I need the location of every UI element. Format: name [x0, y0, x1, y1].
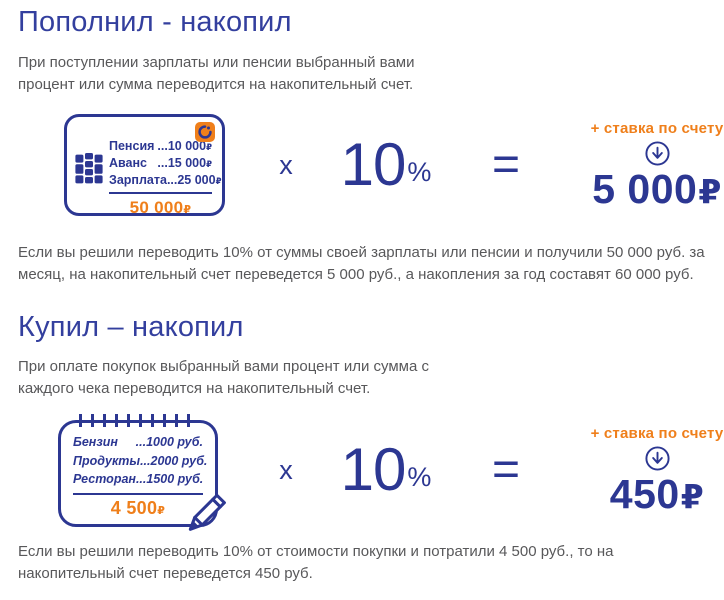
result-amount: 5 000₽	[592, 165, 722, 212]
receipt-illustration: Бензин ...1000 руб. Продукты ...2000 руб…	[18, 413, 233, 531]
pencil-icon	[181, 478, 237, 534]
multiply-operator: x	[279, 454, 293, 485]
arrow-down-circle-icon	[644, 445, 671, 472]
ruble-sign: ₽	[183, 204, 192, 217]
equals-operator: =	[491, 138, 521, 192]
card-total-divider	[109, 192, 212, 195]
percent-value: 10 %	[336, 436, 436, 504]
bank-logo-icon	[195, 122, 215, 143]
purchase-label: Бензин	[73, 434, 118, 449]
income-label: Пенсия	[109, 139, 155, 154]
ruble-sign: ₽	[206, 142, 212, 153]
savings-result: + ставка по счету 450₽	[566, 425, 724, 516]
card-income-row: Зарплата ...25 000₽	[109, 172, 222, 189]
section2-intro: При оплате покупок выбранный вами процен…	[18, 357, 429, 397]
ruble-sign: ₽	[680, 477, 705, 515]
section1-intro: При поступлении зарплаты или пенсии выбр…	[18, 54, 415, 94]
purchase-value: ...2000 руб.	[140, 453, 208, 468]
income-value: ...15 000₽	[157, 156, 212, 171]
bank-card: Пенсия ...10 000₽ Аванс ...15 000₽ Зарпл…	[64, 114, 225, 218]
purchase-value: ...1500 руб.	[135, 472, 204, 487]
receipt-row: Ресторан ...1500 руб.	[73, 470, 203, 489]
receipt-row: Бензин ...1000 руб.	[73, 433, 203, 452]
receipt-total-divider	[73, 493, 203, 496]
ruble-sign: ₽	[215, 176, 222, 187]
ruble-sign: ₽	[157, 505, 166, 518]
multiply-operator: x	[279, 149, 293, 180]
rate-bonus-label: + ставка по счету	[590, 424, 724, 442]
section2-title: Купил – накопил	[18, 310, 244, 343]
card-chip-icon	[75, 153, 103, 185]
section2-note: Если вы решили переводить 10% от стоимос…	[18, 542, 614, 583]
spiral-binding-icon	[79, 413, 197, 427]
result-amount: 450₽	[609, 470, 705, 517]
ruble-sign: ₽	[206, 159, 212, 170]
income-label: Аванс	[109, 156, 148, 171]
card-income-list: Пенсия ...10 000₽ Аванс ...15 000₽ Зарпл…	[109, 138, 222, 218]
card-income-row: Аванс ...15 000₽	[109, 155, 212, 172]
section1-note: Если вы решили переводить 10% от суммы с…	[18, 244, 705, 284]
section1-title: Пополнил - накопил	[18, 6, 292, 38]
receipt: Бензин ...1000 руб. Продукты ...2000 руб…	[58, 419, 226, 531]
purchase-label: Продукты	[73, 453, 141, 468]
percent-number: 10	[340, 131, 407, 199]
percent-sign: %	[407, 462, 432, 493]
percent-number: 10	[340, 436, 407, 504]
salary-calculation-row: Пенсия ...10 000₽ Аванс ...15 000₽ Зарпл…	[18, 114, 723, 218]
income-value: ...10 000₽	[157, 139, 212, 154]
receipt-row: Продукты ...2000 руб.	[73, 452, 207, 471]
ruble-sign: ₽	[698, 172, 722, 210]
rate-bonus-label: + ставка по счету	[590, 119, 724, 137]
purchase-label: Ресторан	[73, 472, 136, 487]
savings-result: + ставка по счету 5 000₽	[566, 120, 724, 211]
percent-value: 10 %	[336, 131, 436, 199]
percent-sign: %	[407, 157, 432, 188]
card-income-row: Пенсия ...10 000₽	[109, 138, 212, 155]
bank-card-illustration: Пенсия ...10 000₽ Аванс ...15 000₽ Зарпл…	[18, 114, 233, 218]
arrow-down-circle-icon	[644, 140, 671, 167]
purchase-calculation-row: Бензин ...1000 руб. Продукты ...2000 руб…	[18, 413, 723, 531]
card-total-amount: 50 000₽	[129, 198, 192, 218]
receipt-total-amount: 4 500₽	[110, 498, 166, 519]
purchase-value: ...1000 руб.	[135, 434, 203, 449]
equals-operator: =	[491, 443, 521, 497]
income-value: ...25 000₽	[166, 173, 222, 188]
income-label: Зарплата	[109, 173, 167, 188]
receipt-notepad: Бензин ...1000 руб. Продукты ...2000 руб…	[58, 413, 226, 531]
